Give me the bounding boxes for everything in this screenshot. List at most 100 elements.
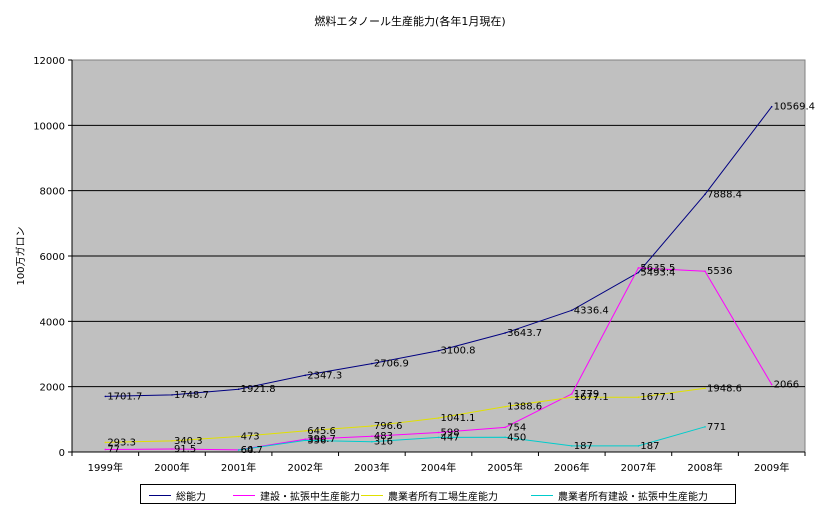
- data-label: 64.7: [241, 445, 263, 456]
- data-point: [770, 105, 773, 108]
- data-point: [704, 387, 706, 390]
- data-label: 60: [241, 445, 254, 456]
- data-label: 483: [374, 431, 393, 442]
- data-point: [637, 267, 640, 269]
- x-tick-label: 2009年: [754, 461, 789, 474]
- data-label: 645.6: [307, 426, 336, 437]
- series-line: [238, 426, 706, 451]
- data-point: [437, 431, 440, 434]
- data-point: [570, 445, 573, 447]
- legend-label: 建設・拡張中生産能力: [260, 491, 360, 503]
- data-point: [171, 394, 173, 396]
- legend-label: 総能力: [176, 491, 206, 503]
- data-point: [304, 430, 307, 432]
- data-label: 340.3: [174, 436, 203, 447]
- data-point: [237, 435, 240, 438]
- legend-label: 農業者所有工場生産能力: [388, 491, 498, 503]
- data-label: 473: [241, 432, 260, 443]
- data-point: [770, 383, 773, 386]
- x-tick-label: 2007年: [621, 461, 656, 474]
- data-point: [304, 374, 307, 377]
- series-line: [105, 387, 706, 443]
- data-label: 2706.9: [374, 359, 409, 370]
- data-point: [437, 417, 440, 419]
- data-label: 2066: [774, 380, 799, 391]
- x-tick-label: 2002年: [288, 461, 323, 474]
- data-point: [504, 426, 506, 429]
- data-point: [504, 405, 506, 408]
- data-label: 4336.4: [574, 305, 609, 316]
- y-tick-label: 4000: [40, 317, 65, 328]
- data-label: 1041.1: [441, 413, 476, 424]
- data-point: [104, 448, 107, 451]
- data-point: [504, 436, 506, 439]
- data-label: 293.3: [107, 437, 136, 448]
- data-point: [437, 436, 440, 439]
- legend: 総能力 建設・拡張中生産能力 農業者所有工場生産能力 農業者所有建設・拡張中生産能力: [140, 484, 736, 504]
- data-label: 447: [441, 432, 460, 443]
- data-point: [570, 309, 573, 312]
- data-label: 10569.4: [774, 102, 815, 113]
- x-tick-label: 2001年: [221, 461, 256, 474]
- data-point: [371, 435, 373, 438]
- x-tick-label: 1999年: [88, 461, 123, 474]
- data-point: [104, 395, 107, 398]
- data-label: 356: [307, 435, 326, 446]
- legend-entry: 総能力: [149, 488, 206, 503]
- legend-swatch: [149, 494, 171, 496]
- y-tick-label: 2000: [40, 383, 65, 394]
- data-point: [371, 425, 373, 427]
- legend-entry: 農業者所有建設・拡張中生産能力: [531, 488, 708, 503]
- data-labels: 1701.7 1748.7 1921.8 2347.3 2706.9 3100.8 3643…: [107, 102, 815, 456]
- y-tick-label: 6000: [40, 252, 65, 263]
- data-label: 771: [707, 422, 726, 433]
- data-point: [570, 393, 573, 395]
- data-label: 1748.7: [174, 390, 209, 401]
- data-point: [704, 193, 706, 196]
- x-tick-label: 2008年: [687, 461, 722, 474]
- data-label: 796.6: [374, 421, 403, 432]
- legend-entry: 建設・拡張中生産能力: [233, 488, 360, 503]
- data-point: [637, 445, 640, 447]
- data-label: 7888.4: [707, 189, 742, 200]
- data-label: 1701.7: [107, 391, 142, 402]
- x-tick-label: 2000年: [154, 461, 189, 474]
- series-layer: [104, 105, 773, 451]
- legend-swatch: [233, 494, 255, 496]
- y-axis: 0 2000 4000 6000 8000 10000 12000: [33, 56, 73, 459]
- y-tick-label: 8000: [40, 187, 65, 198]
- data-label: 450: [507, 432, 526, 443]
- data-label: 3643.7: [507, 328, 542, 339]
- x-tick-label: 2005年: [487, 461, 522, 474]
- data-point: [437, 349, 440, 352]
- data-point: [704, 270, 706, 272]
- legend-entry: 農業者所有工場生産能力: [361, 488, 498, 503]
- data-point: [704, 426, 706, 428]
- y-tick-label: 0: [59, 448, 65, 459]
- data-point: [237, 388, 240, 391]
- x-axis: 1999年 2000年 2001年 2002年 2003年 2004年 2005年 2006年…: [71, 451, 806, 474]
- data-label: 3100.8: [441, 346, 476, 357]
- data-label: 187: [574, 441, 593, 452]
- x-tick-label: 2006年: [554, 461, 589, 474]
- data-label: 316: [374, 437, 393, 448]
- x-tick-label: 2004年: [421, 461, 456, 474]
- y-axis-title: 100万ガロン: [15, 226, 27, 285]
- data-label: 5536: [707, 266, 732, 277]
- data-label: 390.7: [307, 434, 336, 445]
- data-label: 598: [441, 427, 460, 438]
- data-label: 1948.6: [707, 383, 742, 394]
- y-tick-label: 10000: [33, 121, 65, 132]
- data-point: [304, 439, 307, 442]
- data-label: 91.5: [174, 444, 196, 455]
- data-point: [371, 362, 373, 365]
- data-label: 5635.5: [640, 263, 675, 274]
- legend-swatch: [531, 494, 553, 496]
- data-label: 187: [640, 441, 659, 452]
- data-label: 1677.1: [640, 392, 675, 403]
- data-label: 77: [107, 444, 120, 455]
- legend-swatch: [361, 494, 383, 496]
- data-point: [237, 449, 240, 451]
- data-label: 754: [507, 422, 526, 433]
